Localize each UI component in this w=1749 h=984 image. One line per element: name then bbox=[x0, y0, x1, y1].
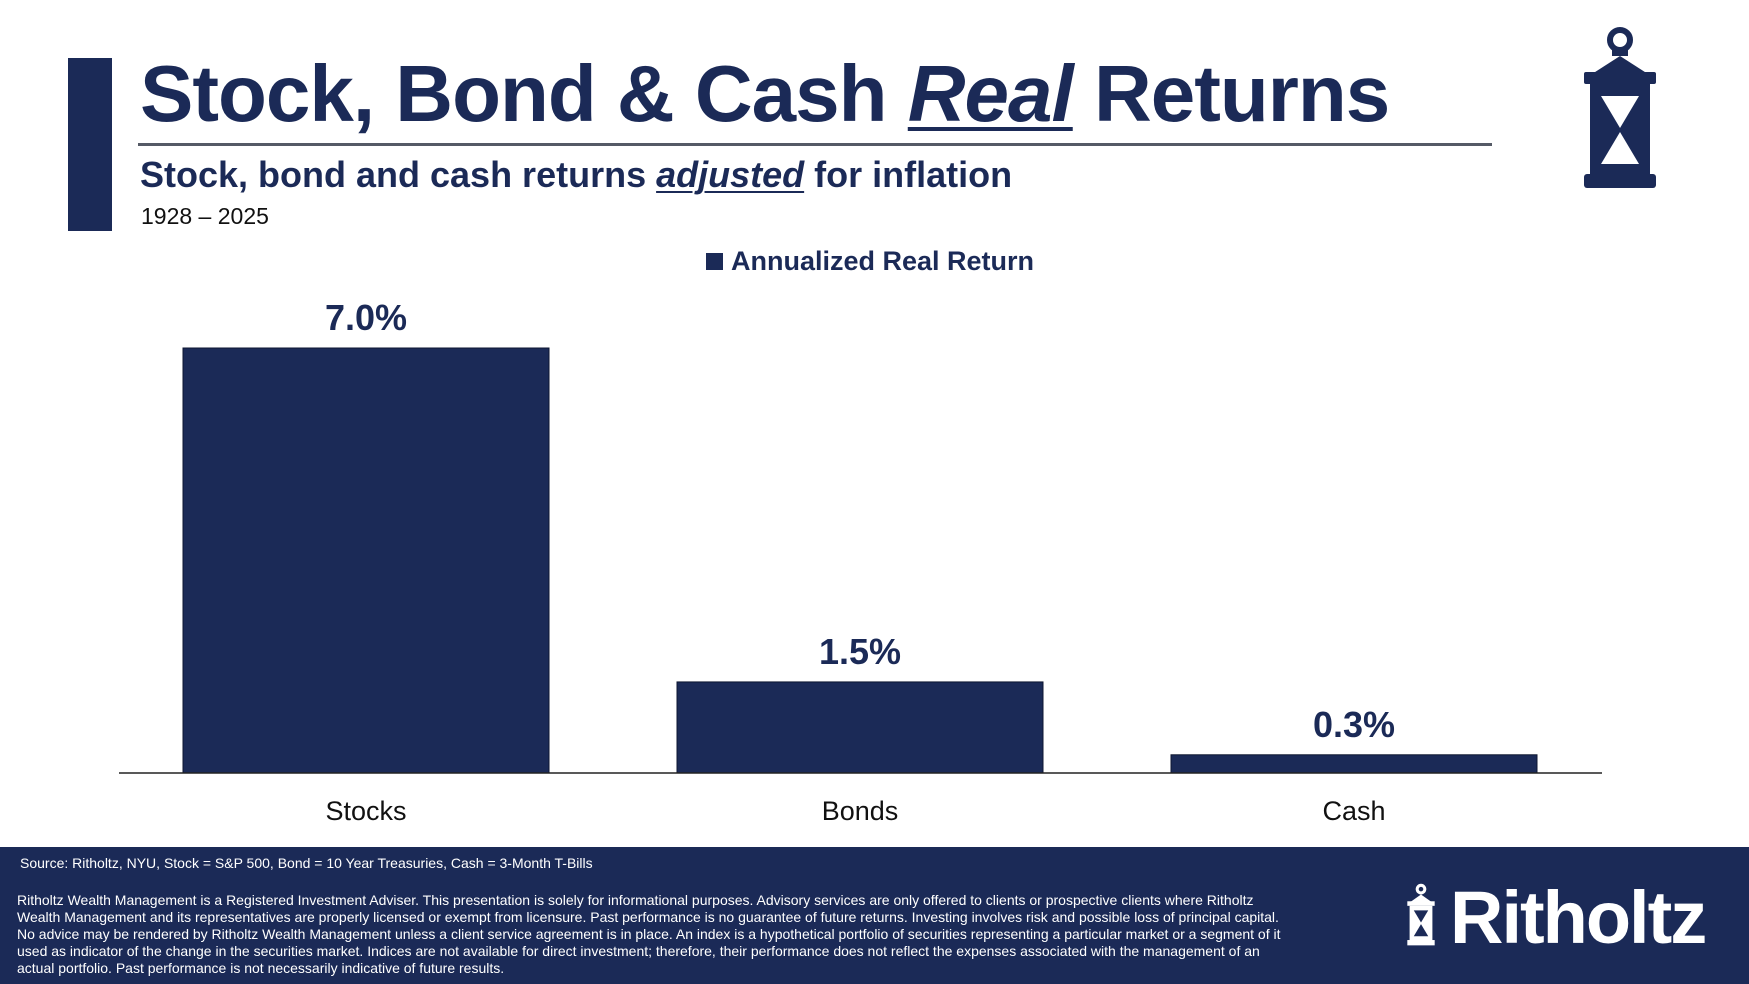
bar-bonds bbox=[676, 681, 1044, 774]
bar-cash bbox=[1170, 754, 1538, 774]
page-title: Stock, Bond & Cash Real Returns bbox=[140, 49, 1390, 138]
bar-stocks bbox=[182, 347, 550, 774]
brand-name: Ritholtz bbox=[1450, 876, 1707, 959]
x-tick-label-bonds: Bonds bbox=[822, 796, 899, 826]
disclaimer-text: Ritholtz Wealth Management is a Register… bbox=[17, 892, 1281, 976]
footer: Source: Ritholtz, NYU, Stock = S&P 500, … bbox=[0, 847, 1749, 984]
legend-swatch bbox=[706, 253, 723, 270]
x-tick-label-cash: Cash bbox=[1322, 796, 1385, 826]
data-label-bonds: 1.5% bbox=[819, 631, 901, 672]
subtitle-text-end: for inflation bbox=[804, 154, 1013, 195]
subtitle-text-start: Stock, bond and cash returns bbox=[140, 154, 657, 195]
chart-legend: Annualized Real Return bbox=[706, 246, 1034, 277]
date-range: 1928 – 2025 bbox=[141, 203, 269, 229]
title-emphasis: Real bbox=[907, 49, 1074, 138]
bar-chart: 7.0% Stocks 1.5% Bonds 0.3% Cash bbox=[119, 297, 1602, 826]
data-label-stocks: 7.0% bbox=[325, 297, 407, 338]
page-subtitle: Stock, bond and cash returns adjusted fo… bbox=[140, 154, 1012, 196]
lantern-icon bbox=[1584, 27, 1656, 188]
title-text-start: Stock, Bond & Cash bbox=[140, 49, 908, 138]
title-divider bbox=[138, 143, 1492, 146]
title-accent-bar bbox=[68, 58, 112, 231]
title-text-end: Returns bbox=[1072, 49, 1390, 138]
lantern-icon bbox=[1407, 883, 1435, 945]
x-tick-label-stocks: Stocks bbox=[325, 796, 406, 826]
legend-label: Annualized Real Return bbox=[731, 246, 1035, 276]
data-label-cash: 0.3% bbox=[1313, 704, 1395, 745]
brand-logo: Ritholtz bbox=[1402, 875, 1707, 960]
source-note: Source: Ritholtz, NYU, Stock = S&P 500, … bbox=[20, 855, 593, 871]
subtitle-emphasis: adjusted bbox=[656, 154, 805, 195]
